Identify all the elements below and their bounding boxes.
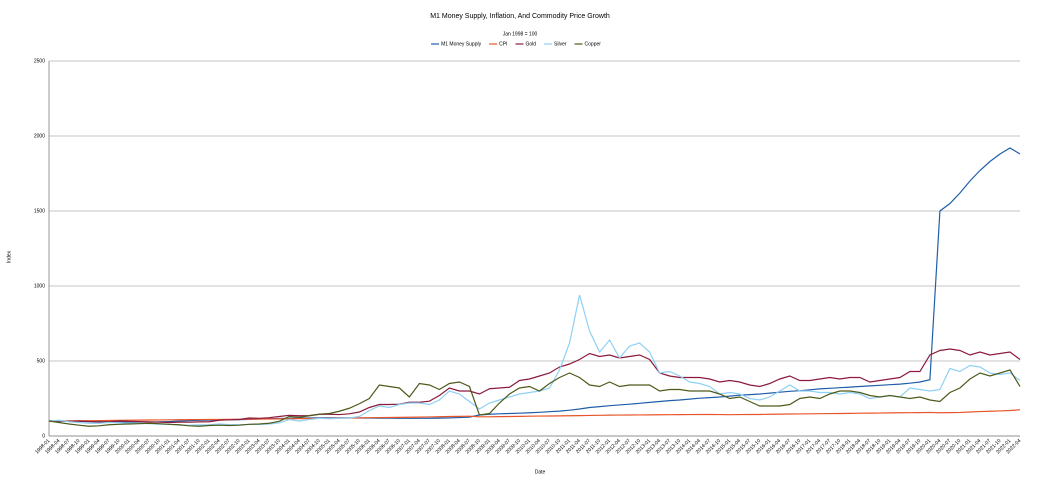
legend-label: Copper [585, 41, 602, 47]
y-tick-label: 1000 [34, 283, 45, 289]
chart-title: M1 Money Supply, Inflation, And Commodit… [430, 13, 610, 20]
series-line [48, 369, 1021, 427]
y-tick-label: 1500 [34, 208, 45, 214]
y-axis-label: Index [6, 250, 12, 263]
legend-label: Gold [525, 41, 536, 47]
series-line [48, 409, 1021, 422]
y-tick-label: 0 [42, 433, 45, 439]
series-line [48, 294, 1021, 426]
legend: M1 Money Supply CPI Gold Silver Copper [431, 41, 601, 47]
x-axis-label: Date [535, 469, 546, 475]
legend-item: M1 Money Supply [431, 41, 482, 47]
y-tick-label: 500 [37, 358, 46, 364]
y-tick-label: 2000 [34, 133, 45, 139]
y-tick-label: 2500 [34, 58, 45, 64]
series-line [49, 348, 1021, 424]
legend-item: Copper [574, 41, 602, 47]
legend-item: CPI [489, 41, 507, 47]
legend-label: Silver [554, 41, 567, 47]
legend-label: M1 Money Supply [441, 41, 482, 47]
legend-item: Gold [515, 41, 536, 47]
legend-label: CPI [499, 41, 507, 47]
chart-subtitle: Jan 1998 = 100 [503, 31, 538, 37]
legend-item: Silver [544, 41, 567, 47]
